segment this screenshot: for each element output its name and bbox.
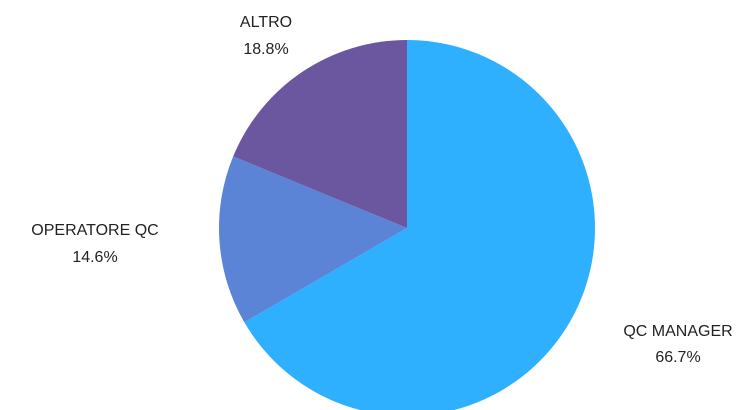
pie-slices: [219, 40, 595, 410]
slice-label-operatore-qc: OPERATORE QC: [31, 222, 158, 239]
slice-label-qc-manager: QC MANAGER: [623, 323, 732, 340]
slice-value-qc-manager: 66.7%: [655, 349, 700, 366]
pie-slice-operatore-qc: [219, 156, 407, 323]
pie-labels: QC MANAGER 66.7% OPERATORE QC 14.6% ALTR…: [31, 14, 732, 366]
slice-label-altro: ALTRO: [240, 14, 292, 31]
slice-value-altro: 18.8%: [243, 41, 288, 58]
slice-value-operatore-qc: 14.6%: [72, 249, 117, 266]
pie-slice-altro: [233, 40, 407, 228]
pie-slice-qc-manager: [244, 40, 595, 410]
